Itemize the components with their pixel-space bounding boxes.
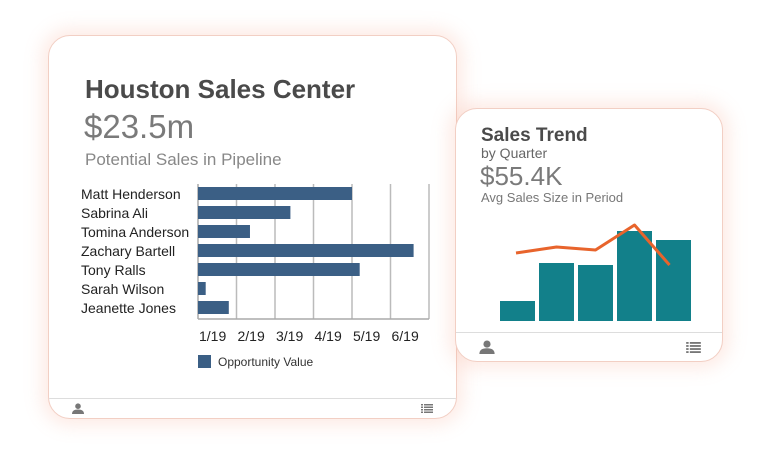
bar: [198, 301, 229, 314]
x-tick-label: 4/19: [315, 328, 342, 344]
trend-bar: [656, 240, 691, 321]
category-label: Jeanette Jones: [81, 300, 176, 316]
bar: [198, 225, 250, 238]
card-subtitle: by Quarter: [481, 145, 548, 161]
x-tick-label: 5/19: [353, 328, 380, 344]
category-label: Zachary Bartell: [81, 243, 175, 259]
category-label: Sarah Wilson: [81, 281, 164, 297]
card-title: Houston Sales Center: [85, 74, 356, 104]
card-footer: [456, 332, 722, 361]
list-icon[interactable]: [686, 342, 701, 353]
sales-trend-chart: [500, 223, 691, 321]
legend-label: Opportunity Value: [218, 355, 313, 369]
bar: [198, 187, 352, 200]
legend-swatch: [198, 355, 211, 368]
category-label: Tomina Anderson: [81, 224, 189, 240]
opportunity-bar-chart: Matt Henderson Sabrina Ali Tomina Anderson…: [81, 184, 430, 369]
trend-bar: [578, 265, 613, 321]
card-subtitle: Potential Sales in Pipeline: [85, 150, 282, 169]
category-label: Tony Ralls: [81, 262, 146, 278]
card-title: Sales Trend: [481, 125, 588, 146]
bar: [198, 263, 360, 276]
user-icon[interactable]: [479, 340, 495, 354]
user-icon[interactable]: [72, 403, 84, 414]
bar: [198, 206, 291, 219]
bar: [198, 244, 414, 257]
avg-sales-caption: Avg Sales Size in Period: [481, 190, 624, 205]
category-label: Sabrina Ali: [81, 205, 148, 221]
card-footer: [49, 398, 456, 418]
x-tick-label: 3/19: [276, 328, 303, 344]
trend-bar: [500, 301, 535, 321]
houston-sales-card[interactable]: Houston Sales Center $23.5m Potential Sa…: [48, 35, 457, 419]
x-tick-label: 1/19: [199, 328, 226, 344]
trend-line: [515, 223, 671, 266]
avg-sales-value: $55.4K: [480, 161, 563, 191]
sales-trend-card[interactable]: Sales Trend by Quarter $55.4K Avg Sales …: [455, 108, 723, 362]
trend-bar: [539, 263, 574, 321]
category-label: Matt Henderson: [81, 186, 181, 202]
bar: [198, 282, 206, 295]
x-tick-label: 2/19: [238, 328, 265, 344]
x-tick-label: 6/19: [392, 328, 419, 344]
trend-bar: [617, 231, 652, 321]
pipeline-value: $23.5m: [84, 108, 195, 145]
list-icon[interactable]: [421, 404, 433, 413]
